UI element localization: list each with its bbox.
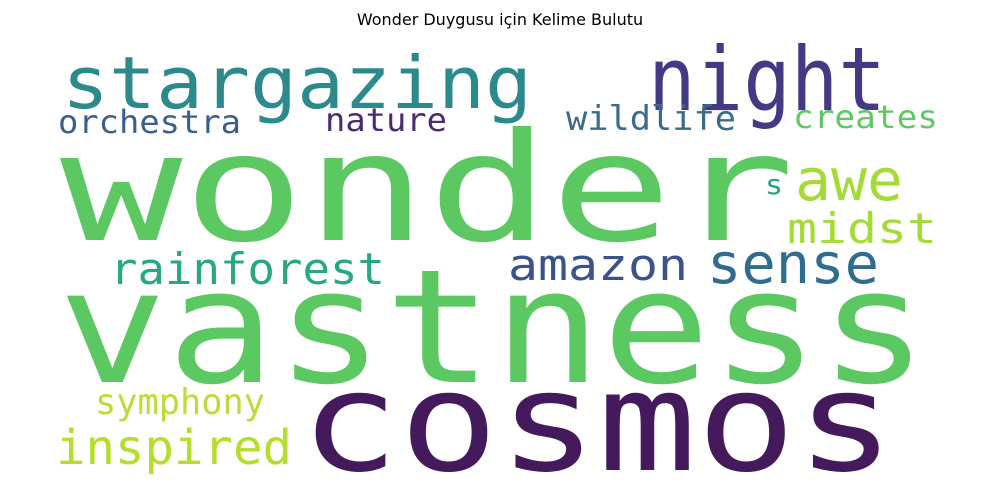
word-awe: awe [795,146,903,214]
word-s: s [765,168,783,201]
word-cosmos: cosmos [300,342,895,500]
word-inspired: inspired [56,420,292,476]
word-stargazing: stargazing [62,41,532,125]
word-sense: sense [707,232,879,297]
word-creates: creates [793,98,938,136]
word-orchestra: orchestra [58,103,241,141]
word-vastness: vastness [58,236,928,420]
word-symphony: symphony [95,382,265,423]
word-amazon: amazon [508,240,688,291]
chart-title: Wonder Duygusu için Kelime Bulutu [356,10,644,29]
word-wonder: wonder [60,102,795,276]
word-rainforest: rainforest [110,244,385,295]
word-night: night [648,28,886,131]
word-nature: nature [325,101,447,139]
word-wildlife: wildlife [566,99,736,139]
word-midst: midst [787,204,937,253]
